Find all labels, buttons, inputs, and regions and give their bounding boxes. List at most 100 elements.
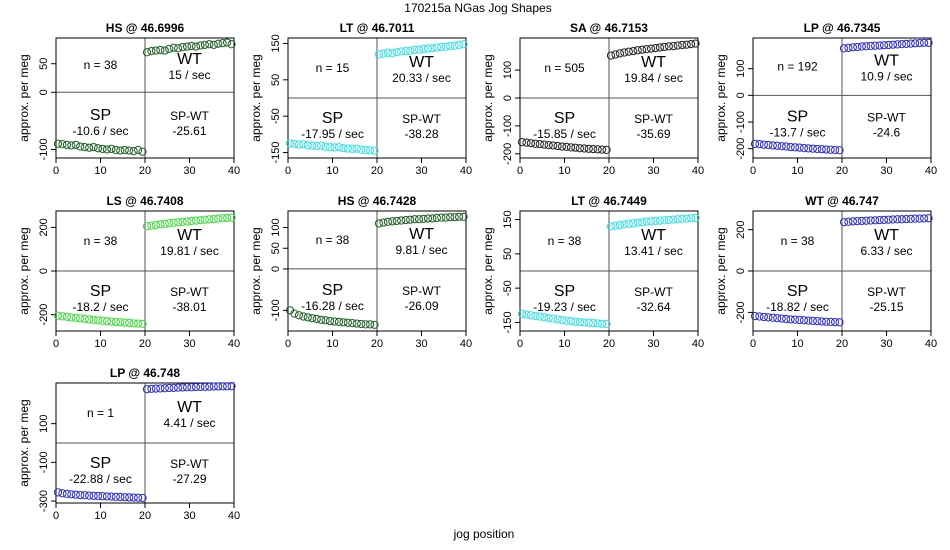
y-tick-label: -300: [38, 490, 50, 512]
wt-label: WT: [409, 226, 434, 243]
x-tick-label: 10: [558, 165, 570, 177]
sample-count-label: n = 38: [84, 58, 118, 72]
data-point: [897, 215, 906, 224]
data-point: [866, 216, 875, 225]
y-tick-label: 50: [502, 248, 514, 260]
panel-title: HS @ 46.6996: [106, 21, 185, 35]
data-point: [799, 316, 809, 325]
y-tick-label: -200: [735, 138, 747, 160]
data-point: [227, 40, 236, 49]
data-point: [89, 315, 98, 324]
sp-rate: -10.6 / sec: [72, 124, 128, 138]
sample-count-label: n = 38: [548, 234, 582, 248]
data-point: [134, 145, 143, 155]
data-point: [660, 216, 669, 225]
data-point: [924, 38, 933, 47]
x-tick-label: 10: [94, 510, 106, 522]
data-point: [549, 141, 558, 150]
spwt-value: -35.69: [636, 127, 670, 141]
sp-rate: -15.85 / sec: [533, 127, 596, 141]
wt-rate: 9.81 / sec: [395, 243, 447, 257]
data-point: [419, 214, 428, 223]
data-point: [844, 43, 853, 52]
data-point: [93, 316, 103, 325]
data-point: [410, 215, 419, 224]
data-point: [147, 221, 156, 230]
data-point: [53, 311, 63, 320]
data-point: [768, 141, 777, 150]
data-point: [89, 491, 98, 500]
panel-title: WT @ 46.747: [805, 194, 879, 208]
data-point: [397, 216, 406, 225]
sample-count-label: n = 38: [84, 234, 118, 248]
data-point: [330, 143, 339, 152]
sp-rate: -16.28 / sec: [301, 299, 364, 313]
data-point: [218, 39, 227, 48]
data-point: [383, 48, 392, 58]
data-point: [450, 213, 459, 222]
data-point: [606, 51, 616, 60]
x-tick-label: 10: [791, 165, 803, 177]
data-point: [455, 212, 464, 221]
data-point: [782, 314, 791, 324]
data-point: [848, 217, 858, 226]
x-tick-label: 0: [53, 165, 59, 177]
data-point: [339, 318, 348, 327]
data-point: [531, 139, 540, 148]
data-point: [673, 41, 682, 50]
data-point: [888, 40, 898, 49]
data-point: [334, 317, 344, 326]
sp-rate: -18.2 / sec: [72, 300, 128, 314]
data-point: [330, 317, 339, 326]
data-point: [602, 320, 611, 329]
spwt-value: -26.09: [404, 299, 438, 313]
data-point: [138, 147, 147, 156]
data-point: [107, 317, 116, 326]
x-tick-label: 20: [371, 338, 383, 350]
data-point: [366, 320, 375, 329]
data-point: [526, 311, 536, 320]
data-point: [839, 218, 849, 227]
x-tick-label: 0: [285, 165, 291, 177]
y-tick-label: 0: [735, 268, 747, 274]
data-point: [294, 311, 303, 320]
y-tick-label: -100: [735, 111, 747, 133]
x-tick-label: 0: [517, 165, 523, 177]
panel-9: LP @ 46.748 0 10 20 30 40 100 -100 -300 approx. p…: [17, 366, 240, 522]
data-point: [209, 40, 218, 49]
x-tick-label: 30: [183, 165, 195, 177]
data-point: [392, 48, 401, 57]
data-point: [669, 215, 678, 224]
data-point: [321, 142, 330, 151]
data-point: [598, 319, 607, 328]
spwt-value: -38.28: [404, 127, 438, 141]
y-tick-label: 50: [270, 242, 282, 254]
data-point: [879, 41, 889, 50]
data-point: [160, 46, 169, 55]
x-tick-label: 20: [603, 338, 615, 350]
data-point: [178, 217, 187, 227]
data-point: [459, 212, 468, 221]
data-point: [915, 214, 924, 223]
data-point: [151, 220, 160, 230]
data-point: [321, 316, 330, 325]
data-point: [884, 215, 893, 224]
spwt-label: SP-WT: [402, 284, 441, 298]
data-point: [156, 384, 165, 393]
spwt-value: -32.64: [636, 300, 670, 314]
panel-title: HS @ 46.7428: [338, 194, 417, 208]
x-tick-label: 30: [415, 165, 427, 177]
spwt-value: -27.29: [172, 472, 206, 486]
data-point: [522, 310, 531, 319]
y-tick-label: -200: [38, 304, 50, 326]
data-point: [526, 139, 536, 148]
x-tick-label: 40: [460, 165, 472, 177]
data-point: [606, 222, 616, 231]
figure-title: 170215a NGas Jog Shapes: [404, 1, 551, 15]
data-point: [58, 312, 67, 321]
data-point: [120, 493, 129, 502]
data-point: [102, 145, 112, 154]
spwt-value: -25.61: [172, 124, 206, 138]
data-point: [285, 139, 295, 148]
